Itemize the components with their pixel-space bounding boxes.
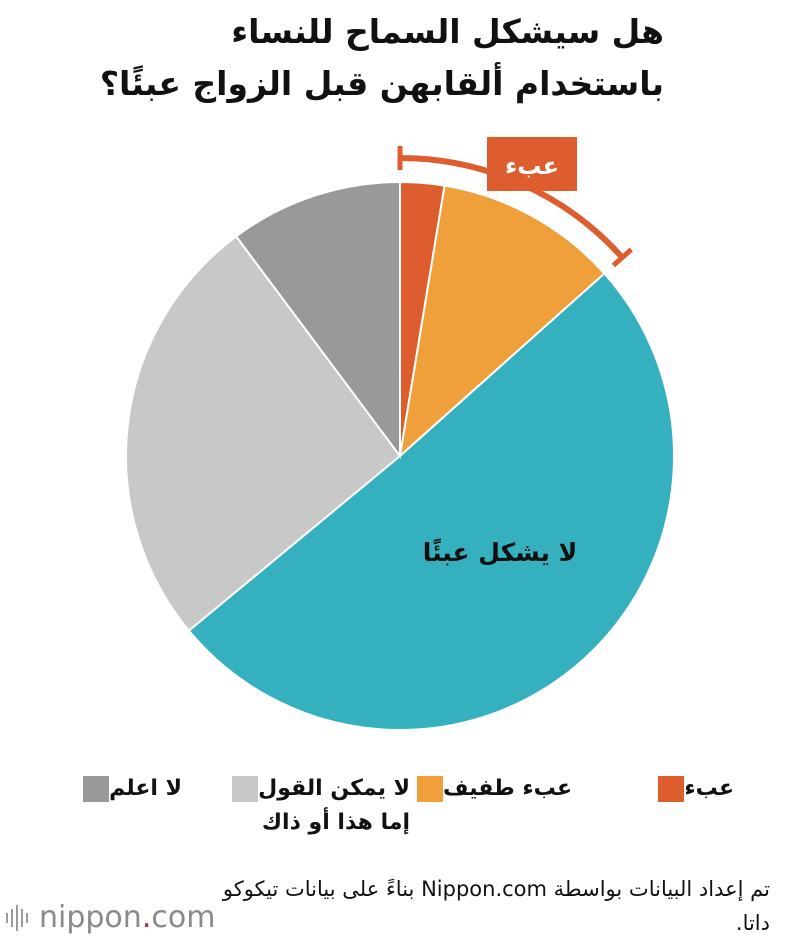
source-note: تم إعداد البيانات بواسطة Nippon.com بناء…	[222, 877, 770, 935]
pie-slice	[234, 180, 401, 460]
logo-suffix: com	[151, 900, 216, 935]
legend-swatch	[658, 776, 685, 802]
logo-wordmark: nippon	[39, 900, 142, 935]
nippon-logo: nippon. com	[6, 900, 215, 935]
legend-label: عبء	[684, 776, 734, 801]
callout-box	[487, 137, 577, 191]
legend-swatch	[417, 776, 444, 802]
logo-dot: .	[141, 900, 152, 935]
legend-item-dont-know: لا اعلم	[73, 772, 182, 806]
legend-swatch	[232, 776, 259, 802]
callout-bracket-end	[611, 247, 633, 268]
legend-item-cannot-say: لا يمكن القول إما هذا أو ذاك	[222, 772, 410, 840]
pie-chart: لا يشكل عبئًا عبء	[125, 137, 675, 731]
legend-label: عبء طفيف	[443, 776, 572, 801]
legend-label: لا اعلم	[109, 776, 182, 801]
pie-slice	[398, 184, 606, 459]
slice-label: لا يشكل عبئًا	[423, 538, 578, 567]
legend-item-slight-burden: عبء طفيف	[407, 772, 572, 806]
legend-item-burden: عبء	[648, 772, 734, 806]
pie-slice	[125, 234, 402, 633]
logo-bars-icon	[6, 904, 31, 931]
legend-swatch	[83, 776, 110, 802]
chart-title-line-1: هل سيشكل السماح للنساء	[231, 12, 664, 51]
chart-title-line-2: باستخدام ألقابهن قبل الزواج عبئًا؟	[99, 64, 664, 103]
legend-label: لا يمكن القول إما هذا أو ذاك	[258, 776, 410, 835]
callout-label: عبء	[505, 152, 559, 180]
chart-legend: عبء عبء طفيف لا يمكن القول إما هذا أو ذا…	[0, 772, 800, 842]
pie-slice	[187, 272, 675, 731]
chart-title: هل سيشكل السماح للنساء باستخدام ألقابهن …	[64, 6, 664, 110]
